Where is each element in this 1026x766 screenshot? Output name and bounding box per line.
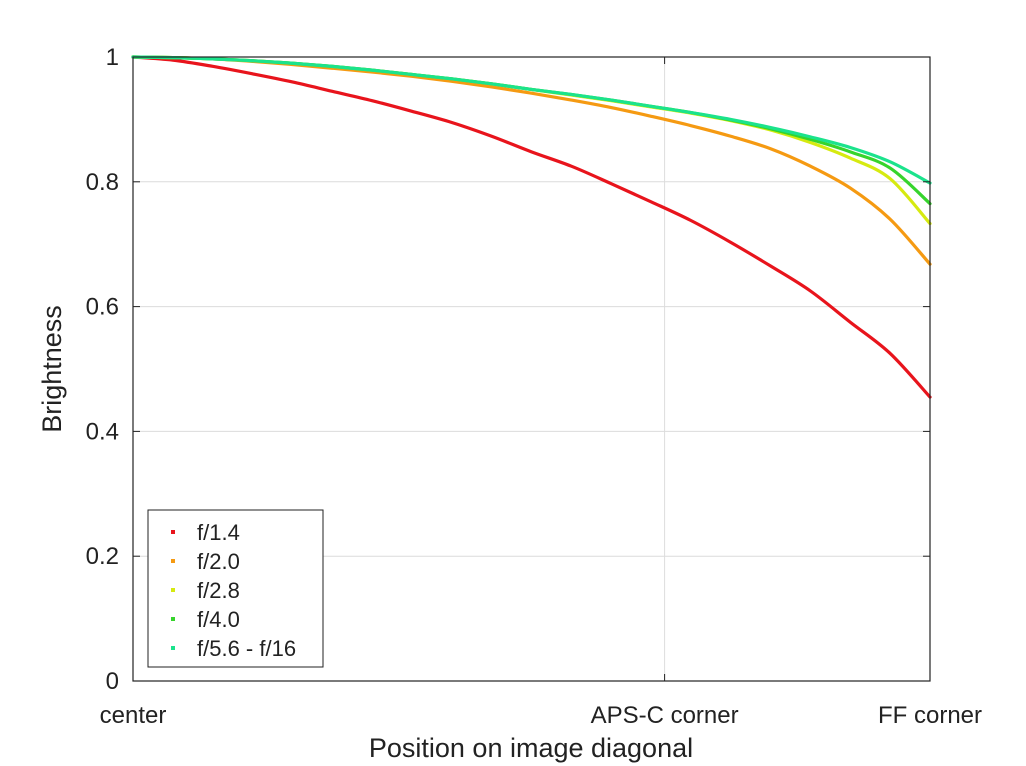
tick-marks (132, 56, 931, 682)
legend-box (147, 509, 324, 668)
series-layer (131, 55, 932, 399)
x-tick-label: APS-C corner (591, 702, 739, 729)
legend-label: f/1.4 (197, 520, 240, 545)
legend-marker (171, 559, 175, 563)
legend-marker (171, 617, 175, 621)
x-tick-labels: center APS-C corner FF corner (100, 702, 982, 729)
legend-label: f/2.0 (197, 549, 240, 574)
y-tick-label: 0.6 (86, 294, 119, 321)
x-tick-label: FF corner (878, 702, 982, 729)
y-tick-labels: 0 0.2 0.4 0.6 0.8 1 (86, 44, 119, 695)
y-tick-label: 0.8 (86, 169, 119, 196)
legend-label: f/5.6 - f/16 (197, 636, 296, 661)
legend-marker (171, 646, 175, 650)
x-axis-title: Position on image diagonal (369, 733, 693, 763)
plot-frame (132, 56, 931, 682)
y-tick-label: 0.4 (86, 418, 119, 445)
legend-label: f/4.0 (197, 607, 240, 632)
y-tick-label: 0 (106, 668, 119, 695)
legend: f/1.4 f/2.0 f/2.8 f/4.0 f/5.6 - f/16 (147, 509, 324, 668)
y-axis-title: Brightness (37, 305, 67, 433)
y-tick-label: 0.2 (86, 543, 119, 570)
x-tick-label: center (100, 702, 167, 729)
legend-label: f/2.8 (197, 578, 240, 603)
legend-marker (171, 530, 175, 534)
y-tick-label: 1 (106, 44, 119, 71)
series-line-f-5-6-f-16 (131, 55, 932, 185)
legend-marker (171, 588, 175, 592)
series-line-f-1-4 (131, 55, 932, 399)
